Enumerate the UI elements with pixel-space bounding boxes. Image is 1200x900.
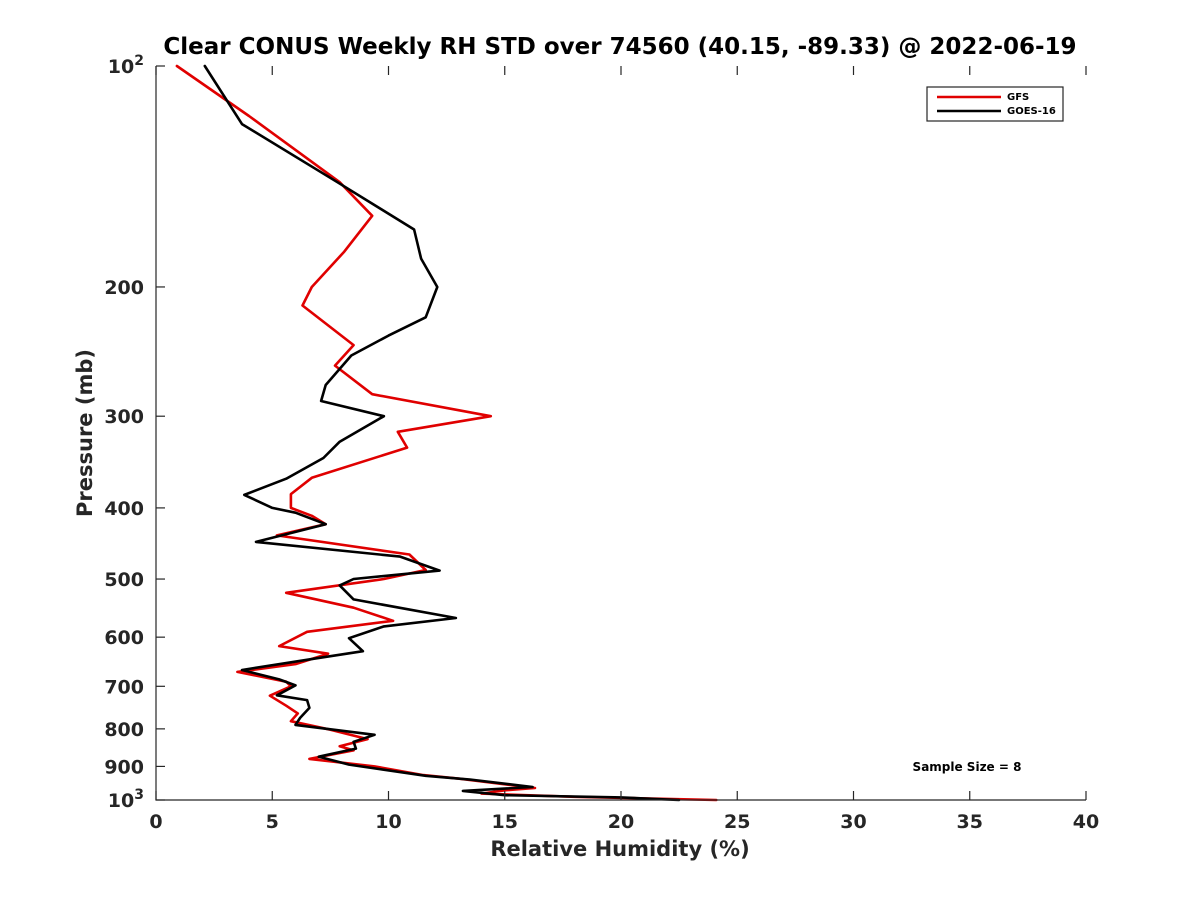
plot-area: 0 5 10 15 20 25 30 35 40 102 200 300 400 500 600 700 80… (104, 53, 1099, 833)
x-tick-label: 5 (266, 811, 279, 833)
x-tick-label: 10 (375, 811, 401, 833)
y-tick-label: 200 (104, 277, 144, 299)
chart-title: Clear CONUS Weekly RH STD over 74560 (40… (163, 34, 1076, 60)
sample-size-annotation: Sample Size = 8 (913, 760, 1022, 774)
legend-label-gfs: GFS (1007, 92, 1029, 103)
series-line-goes16 (203, 64, 681, 802)
y-tick-label: 400 (104, 498, 144, 520)
y-tick-label: 500 (104, 569, 144, 591)
legend-label-goes16: GOES-16 (1007, 106, 1056, 117)
x-tick-label: 30 (840, 811, 866, 833)
x-axis-label: Relative Humidity (%) (490, 837, 749, 861)
y-tick-label: 800 (104, 719, 144, 741)
x-axis-ticks: 0 5 10 15 20 25 30 35 40 (149, 66, 1099, 833)
series-line-gfs (175, 64, 718, 802)
y-tick-label: 300 (104, 406, 144, 428)
legend: GFS GOES-16 (926, 86, 1064, 122)
x-tick-label: 15 (492, 811, 518, 833)
x-tick-label: 25 (724, 811, 750, 833)
y-tick-label: 102 (108, 53, 144, 78)
x-tick-label: 0 (149, 811, 162, 833)
y-tick-label: 700 (104, 676, 144, 698)
y-axis-ticks: 102 200 300 400 500 600 700 800 900 103 (104, 53, 165, 812)
axes-frame (155, 66, 1086, 801)
y-tick-label: 600 (104, 627, 144, 649)
y-tick-label: 103 (108, 787, 144, 812)
y-tick-label: 900 (104, 756, 144, 778)
x-tick-label: 20 (608, 811, 634, 833)
x-tick-label: 40 (1073, 811, 1099, 833)
y-axis-label: Pressure (mb) (73, 349, 97, 517)
legend-box (926, 86, 1064, 122)
series-layer (175, 64, 718, 802)
x-tick-label: 35 (957, 811, 983, 833)
